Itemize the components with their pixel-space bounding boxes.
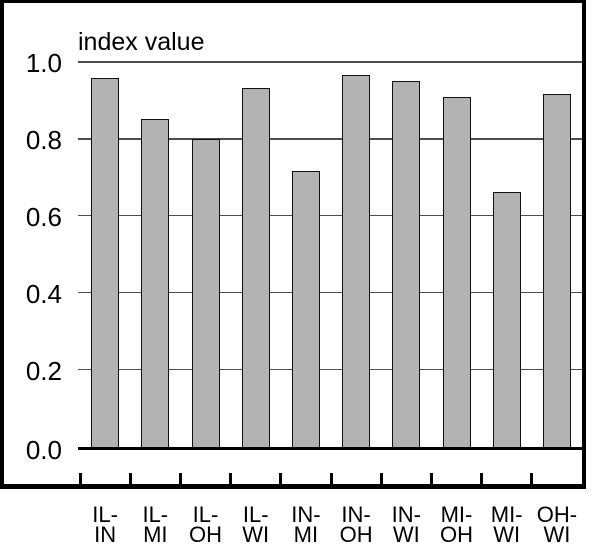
y-axis-tick-label: 0.8 <box>25 124 62 155</box>
x-axis-tick-mark <box>279 473 283 484</box>
x-axis-tick-label: IL- OH <box>189 501 222 547</box>
bar-MI-OH <box>442 96 471 450</box>
y-axis-tick-label: 0.0 <box>25 434 62 465</box>
bar-IL-IN <box>91 78 120 450</box>
plot-frame <box>0 0 586 489</box>
gridline <box>78 291 582 294</box>
x-axis-tick-label: MI- OH <box>440 501 473 547</box>
chart-title: index value <box>78 28 205 56</box>
x-axis-tick-label: IN- OH <box>339 501 373 547</box>
y-axis-tick-label: 0.6 <box>25 201 62 232</box>
x-axis-tick-mark <box>379 473 383 484</box>
gridline <box>78 214 582 217</box>
x-axis-tick-mark <box>128 473 132 484</box>
x-axis-tick-label: IL- IN <box>92 501 118 547</box>
zero-axis-line <box>78 446 582 450</box>
gridline <box>78 138 582 140</box>
x-axis-tick-label: IN- MI <box>291 501 321 547</box>
x-axis-tick-mark <box>178 473 182 484</box>
gridline <box>78 368 582 371</box>
bar-IN-OH <box>342 74 371 450</box>
x-axis-tick-mark <box>229 473 233 484</box>
y-axis-tick-label: 0.2 <box>25 355 62 386</box>
x-axis-tick-mark <box>429 473 433 484</box>
x-axis-tick-label: IL- MI <box>142 501 169 547</box>
bar-IL-MI <box>141 118 170 450</box>
bar-IL-WI <box>241 88 270 450</box>
x-axis-tick-mark <box>480 473 484 484</box>
y-axis-tick-label: 1.0 <box>25 47 62 78</box>
x-axis-tick-label: IL- WI <box>242 501 270 547</box>
x-axis-tick-mark <box>329 473 333 484</box>
bar-IL-OH <box>191 138 220 450</box>
bar-IN-WI <box>392 81 421 450</box>
x-axis-tick-label: IN- WI <box>391 501 421 547</box>
x-axis-tick-mark <box>78 473 82 484</box>
bar-OH-WI <box>542 93 571 450</box>
y-axis-tick-label: 0.4 <box>25 278 62 309</box>
x-axis-tick-label: MI- WI <box>490 501 523 547</box>
bar-MI-WI <box>492 191 521 450</box>
x-axis-tick-label: OH- WI <box>536 501 578 547</box>
x-axis-tick-mark <box>530 473 534 484</box>
gridline <box>78 61 582 63</box>
bar-IN-MI <box>291 171 320 450</box>
